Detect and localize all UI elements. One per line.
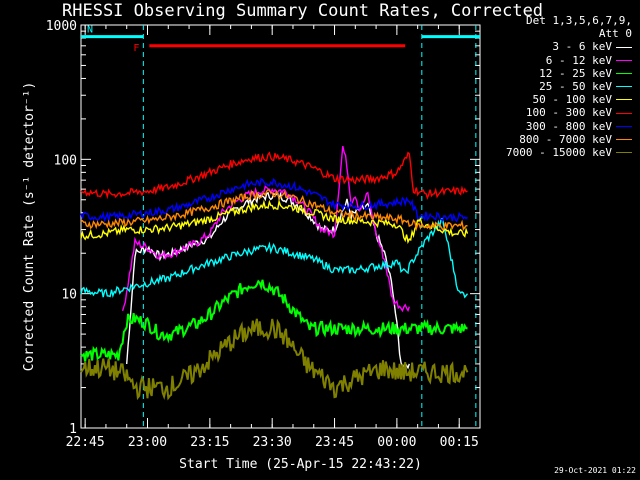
y-tick-label: 1 xyxy=(69,422,77,437)
legend-item: 3 - 6 keV xyxy=(482,40,632,53)
y-tick-label: 100 xyxy=(54,153,77,168)
flag-label: F xyxy=(133,43,139,54)
generated-date: 29-Oct-2021 01:22 xyxy=(554,466,636,475)
legend-item-label: 50 - 100 keV xyxy=(532,93,612,107)
x-tick-label: 00:15 xyxy=(440,435,479,450)
legend-item-label: 3 - 6 keV xyxy=(552,40,612,54)
legend-item: 12 - 25 keV xyxy=(482,67,632,80)
x-axis-label: Start Time (25-Apr-15 22:43:22) xyxy=(179,457,422,472)
plot-frame xyxy=(80,24,481,429)
x-tick-label: 23:15 xyxy=(190,435,229,450)
y-tick-label: 1000 xyxy=(46,19,77,34)
series-line-800-7000-kev xyxy=(80,189,468,232)
legend-item-label: 7000 - 15000 keV xyxy=(506,146,612,160)
legend-swatch xyxy=(616,99,632,101)
legend-item: 800 - 7000 keV xyxy=(482,133,632,146)
series-line-25-50-kev xyxy=(80,217,469,299)
legend-item-label: 12 - 25 keV xyxy=(539,66,612,80)
legend-swatch xyxy=(616,86,632,88)
y-axis-label: Corrected Count Rate (s⁻¹ detector⁻¹) xyxy=(22,82,37,372)
x-tick-label: 00:00 xyxy=(377,435,416,450)
legend-header-line-1: Det 1,3,5,6,7,9, xyxy=(526,14,632,27)
x-tick-label: 23:30 xyxy=(253,435,292,450)
legend-item: 300 - 800 keV xyxy=(482,120,632,133)
legend-item: 6 - 12 keV xyxy=(482,54,632,67)
legend-item: 25 - 50 keV xyxy=(482,80,632,93)
legend-swatch xyxy=(616,59,632,61)
legend-swatch xyxy=(616,138,632,140)
legend-item-label: 25 - 50 keV xyxy=(539,80,612,94)
x-tick-label: 22:45 xyxy=(66,435,105,450)
flag-label: N xyxy=(87,25,93,36)
legend-item-label: 800 - 7000 keV xyxy=(519,132,612,146)
legend-swatch xyxy=(616,46,632,48)
x-tick-label: 23:00 xyxy=(128,435,167,450)
x-tick-label: 23:45 xyxy=(315,435,354,450)
legend-item-label: 100 - 300 keV xyxy=(525,106,612,120)
legend-swatch xyxy=(616,152,632,154)
legend-item-label: 300 - 800 keV xyxy=(525,119,612,133)
legend-item: 7000 - 15000 keV xyxy=(482,146,632,159)
series-line-7000-15000-kev xyxy=(80,318,469,401)
chart-title: RHESSI Observing Summary Count Rates, Co… xyxy=(62,1,544,21)
legend-swatch xyxy=(616,72,632,74)
y-tick-label: 10 xyxy=(61,288,77,303)
series-line-300-800-kev xyxy=(80,177,468,223)
legend-item: 50 - 100 keV xyxy=(482,93,632,106)
legend-swatch xyxy=(616,112,632,114)
series-line-100-300-kev xyxy=(80,151,468,200)
legend-item: 100 - 300 keV xyxy=(482,106,632,119)
series-line-12-25-kev xyxy=(80,279,468,362)
legend: Det 1,3,5,6,7,9, Att 0 3 - 6 keV 6 - 12 k… xyxy=(482,14,632,159)
legend-item-label: 6 - 12 keV xyxy=(545,53,612,67)
series-line-50-100-kev xyxy=(80,198,469,245)
series-line-6-12-kev xyxy=(121,145,410,313)
legend-swatch xyxy=(616,125,632,127)
legend-header-line-2: Att 0 xyxy=(598,27,632,41)
